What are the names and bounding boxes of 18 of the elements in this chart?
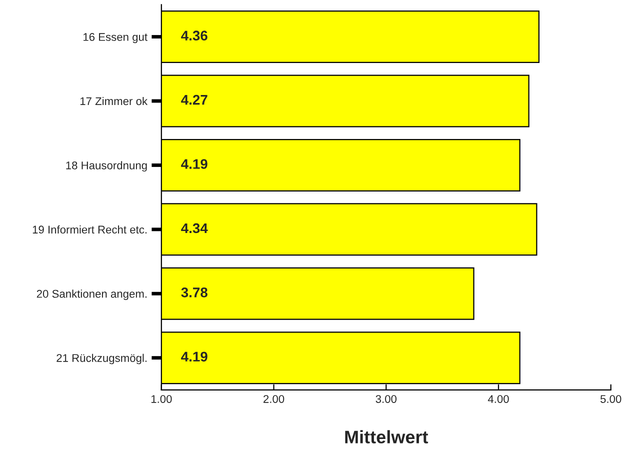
x-tick-label: 4.00 — [488, 395, 509, 403]
y-tick-label: 19 Informiert Recht etc. — [32, 225, 147, 234]
x-tick-label: 1.00 — [151, 395, 172, 403]
y-tick-label: 16 Essen gut — [84, 33, 148, 44]
data-label: 4.19 — [181, 352, 208, 362]
x-tick-label: 3.00 — [376, 395, 397, 403]
y-tick-label: 20 Sanktionen angem. — [36, 290, 147, 300]
data-label: 4.27 — [181, 94, 208, 105]
data-label: 4.34 — [181, 223, 208, 234]
y-tick-label: 17 Zimmer ok — [80, 96, 148, 106]
data-label: 4.36 — [181, 30, 208, 41]
data-label: 4.19 — [181, 159, 208, 169]
data-label: 3.78 — [181, 288, 208, 298]
y-tick-label: 18 Hausordnung — [66, 161, 147, 172]
y-tick-label: 21 Rückzugsmögl. — [56, 354, 147, 364]
x-tick-label: 2.00 — [264, 395, 284, 403]
x-axis-title: Mittelwert — [345, 430, 428, 444]
x-tick-label: 5.00 — [600, 395, 622, 403]
